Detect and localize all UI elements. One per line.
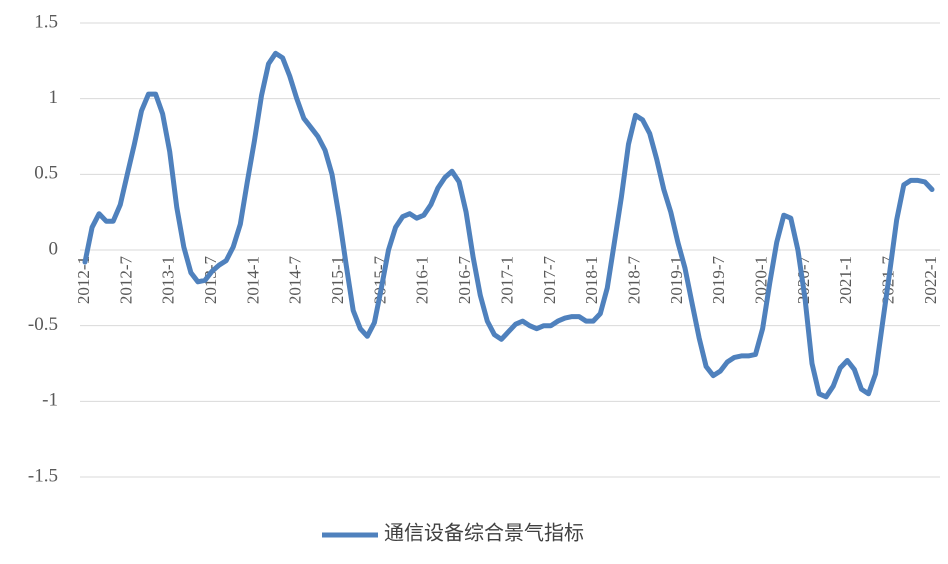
x-tick-label: 2015-1	[328, 256, 347, 304]
x-tick-label: 2018-7	[624, 256, 643, 305]
y-tick-label: -1.5	[28, 465, 58, 486]
x-tick-label: 2020-1	[752, 256, 771, 304]
x-tick-label: 2012-7	[116, 256, 135, 305]
x-tick-label: 2021-1	[836, 256, 855, 304]
y-tick-label: -0.5	[28, 314, 58, 335]
x-tick-label: 2018-1	[582, 256, 601, 304]
y-tick-label: 0	[49, 238, 59, 259]
x-tick-label: 2017-1	[497, 256, 516, 304]
x-tick-label: 2013-1	[159, 256, 178, 304]
x-tick-label: 2016-7	[455, 256, 474, 305]
x-tick-label: 2019-1	[667, 256, 686, 304]
y-tick-label: -1	[42, 390, 58, 411]
line	[82, 50, 935, 400]
x-tick-label: 2014-7	[286, 256, 305, 305]
x-tick-label: 2012-1	[74, 256, 93, 304]
y-tick-label: 1	[49, 87, 59, 108]
x-tick-label: 2014-1	[243, 256, 262, 304]
x-tick-label: 2022-1	[921, 256, 940, 304]
legend-label: 通信设备综合景气指标	[384, 522, 584, 545]
y-tick-label: 1.5	[34, 11, 58, 32]
x-tick-label: 2017-7	[540, 256, 559, 305]
x-tick-label: 2016-1	[413, 256, 432, 304]
x-tick-label: 2019-7	[709, 256, 728, 305]
y-tick-label: 0.5	[34, 163, 58, 184]
